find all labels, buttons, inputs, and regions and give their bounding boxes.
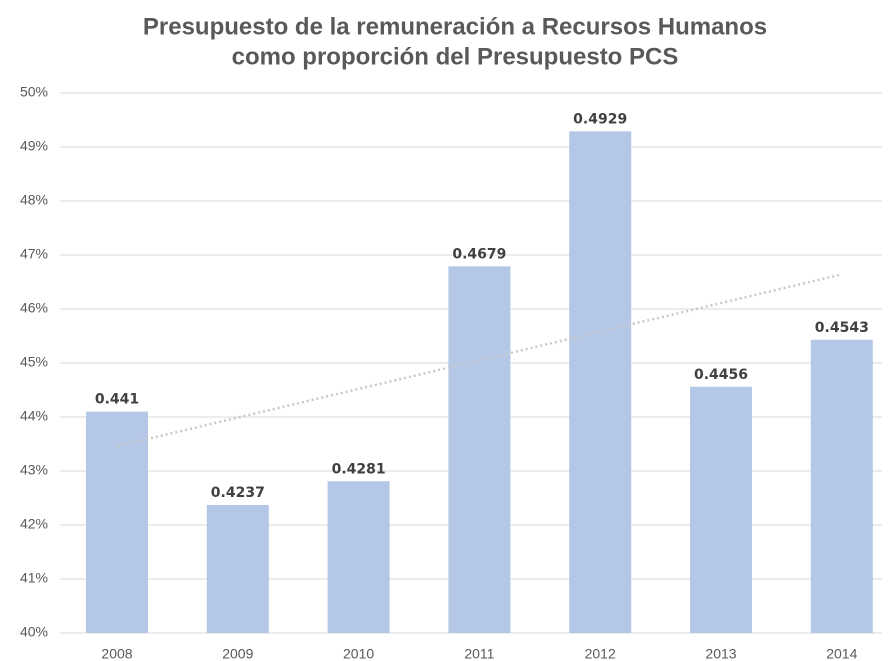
y-tick-label: 46%	[20, 300, 48, 316]
data-label: 0.4929	[573, 111, 627, 127]
bar	[690, 386, 752, 633]
x-tick-label: 2011	[464, 646, 494, 661]
x-tick-label: 2012	[585, 646, 616, 661]
y-tick-label: 47%	[20, 246, 48, 262]
bar	[327, 481, 390, 633]
y-tick-label: 50%	[20, 84, 48, 100]
x-tick-label: 2014	[826, 646, 857, 661]
y-tick-label: 42%	[20, 516, 48, 532]
y-tick-label: 48%	[20, 192, 48, 208]
x-tick-label: 2008	[101, 646, 132, 661]
bar	[206, 505, 269, 633]
bar	[569, 131, 632, 633]
data-label: 0.441	[95, 392, 139, 408]
data-label: 0.4543	[815, 320, 869, 336]
y-tick-label: 41%	[20, 570, 48, 586]
x-tick-label: 2009	[222, 646, 253, 661]
y-tick-label: 49%	[20, 138, 48, 154]
trendline	[116, 273, 843, 448]
data-label: 0.4237	[211, 485, 265, 501]
y-tick-label: 44%	[20, 408, 48, 424]
bar	[810, 339, 873, 633]
data-label: 0.4456	[694, 367, 748, 383]
data-label: 0.4679	[452, 246, 506, 262]
data-label: 0.4281	[332, 461, 386, 477]
chart-title: como proporción del Presupuesto PCS	[232, 43, 679, 70]
chart-title: Presupuesto de la remuneración a Recurso…	[143, 13, 767, 40]
x-tick-label: 2013	[705, 646, 736, 661]
y-tick-label: 40%	[20, 624, 48, 640]
y-tick-label: 45%	[20, 354, 48, 370]
x-tick-label: 2010	[343, 646, 374, 661]
y-tick-label: 43%	[20, 462, 48, 478]
bar	[86, 411, 148, 633]
bar	[448, 266, 511, 633]
